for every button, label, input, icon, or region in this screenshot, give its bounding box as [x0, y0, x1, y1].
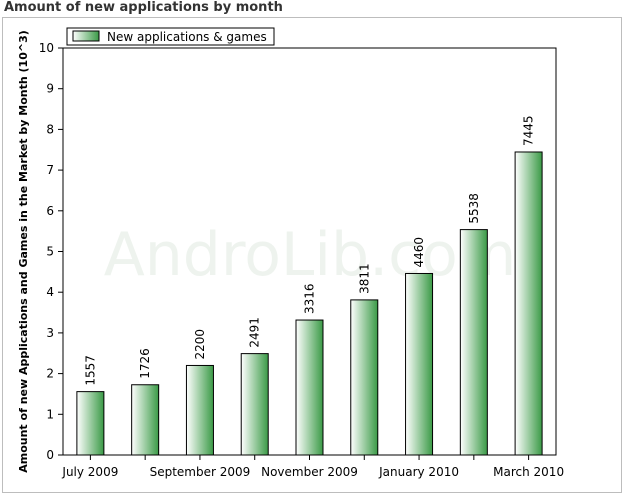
- data-label: 4460: [412, 237, 426, 268]
- x-tick-label: January 2010: [378, 465, 459, 479]
- bar: [76, 391, 105, 456]
- data-label: 3811: [357, 263, 371, 294]
- data-label: 2491: [248, 317, 262, 348]
- bar: [514, 151, 543, 456]
- bar: [185, 364, 214, 456]
- y-tick-label: 8: [46, 122, 54, 136]
- bar: [240, 353, 269, 456]
- x-tick-label: July 2009: [61, 465, 118, 479]
- y-tick-label: 0: [46, 448, 54, 462]
- bar: [131, 384, 160, 456]
- y-tick-label: 9: [46, 82, 54, 96]
- y-tick-label: 4: [46, 285, 54, 299]
- watermark: AndroLib.com: [104, 220, 517, 290]
- bar: [405, 272, 434, 456]
- x-tick-label: March 2010: [493, 465, 564, 479]
- y-tick-label: 6: [46, 204, 54, 218]
- y-tick-label: 3: [46, 326, 54, 340]
- y-tick-label: 2: [46, 367, 54, 381]
- y-tick-label: 5: [46, 245, 54, 259]
- legend-box: [66, 27, 275, 46]
- chart-title: Amount of new applications by month: [4, 0, 283, 15]
- data-label: 5538: [467, 193, 481, 224]
- x-tick-label: September 2009: [150, 465, 251, 479]
- x-tick-label: November 2009: [261, 465, 358, 479]
- y-tick-label: 10: [39, 41, 54, 55]
- bar: [350, 299, 379, 456]
- data-label: 7445: [522, 115, 536, 146]
- y-tick-label: 1: [46, 407, 54, 421]
- data-label: 1557: [83, 355, 97, 386]
- bar: [295, 319, 324, 456]
- legend-swatch: [72, 30, 100, 42]
- data-label: 1726: [138, 348, 152, 379]
- legend: New applications & games: [66, 27, 275, 46]
- bar: [459, 229, 488, 456]
- data-label: 3316: [303, 283, 317, 314]
- legend-label: New applications & games: [107, 30, 267, 44]
- y-tick-label: 7: [46, 163, 54, 177]
- y-axis-label: Amount of new Applications and Games in …: [17, 30, 30, 473]
- data-label: 2200: [193, 329, 207, 360]
